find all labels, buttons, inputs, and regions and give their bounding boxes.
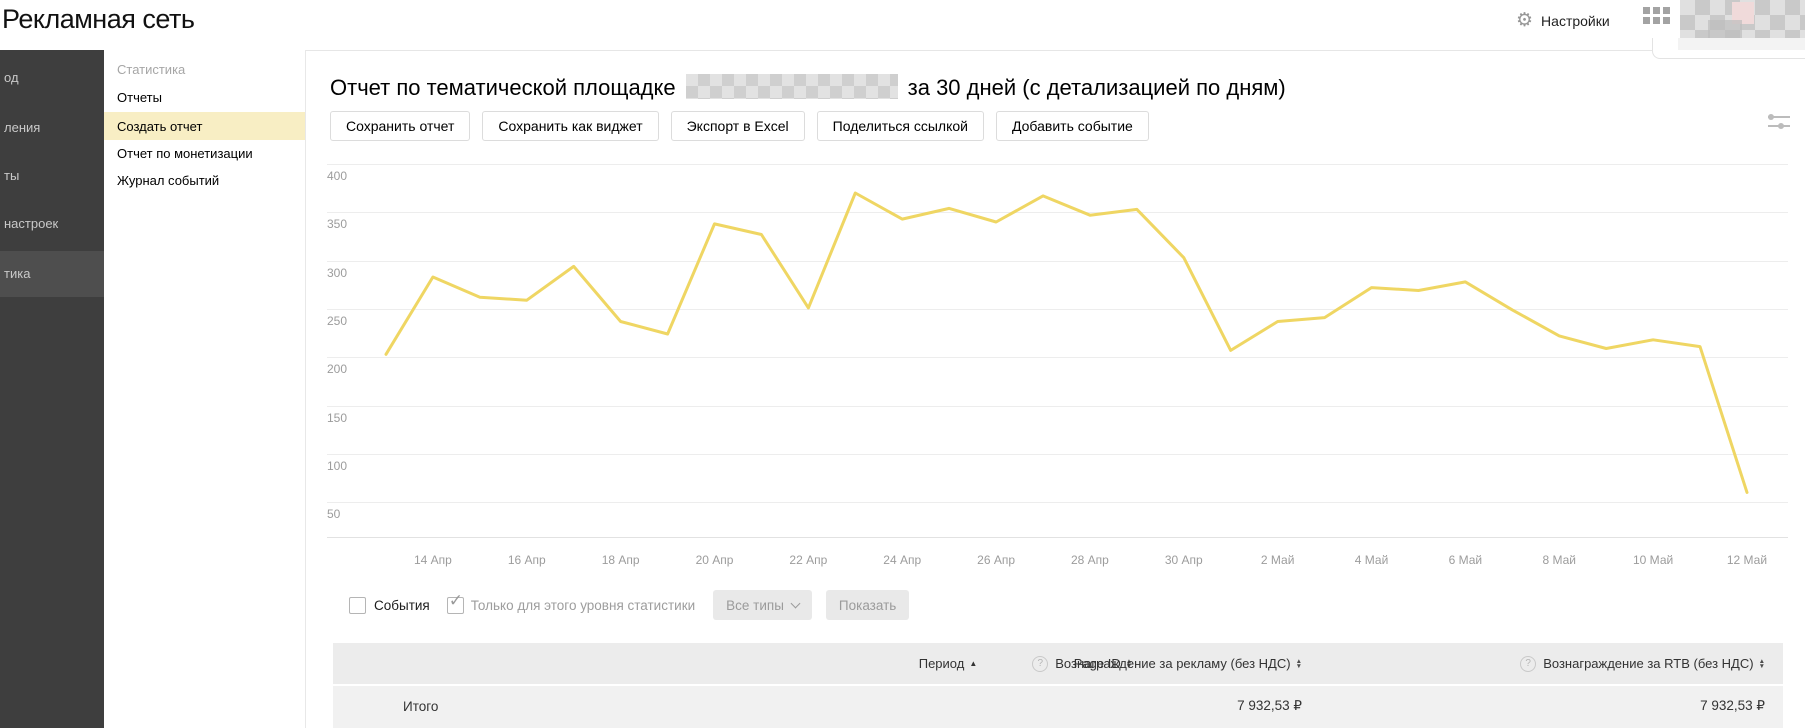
user-menu-popup (1652, 38, 1805, 59)
x-axis-label: 14 Апр (413, 553, 452, 567)
y-axis-label: 350 (327, 217, 348, 232)
submenu-item-1[interactable]: Создать отчет (117, 119, 203, 134)
header-divider (0, 50, 1805, 51)
events-label: События (374, 597, 430, 613)
column-header-0[interactable]: Период ▲ (868, 643, 1028, 684)
y-axis-label: 200 (327, 362, 348, 377)
x-axis-label: 10 Май (1633, 553, 1674, 567)
revenue-chart: 400 350 300 250 200 150 100 50 14 Апр 16 Апр 18 Ап… (327, 150, 1788, 580)
x-axis-label: 6 Май (1448, 553, 1483, 567)
chevron-down-icon (790, 598, 801, 609)
sort-asc-icon: ▲ (969, 659, 978, 668)
x-axis-label: 8 Май (1542, 553, 1576, 567)
y-axis-label: 150 (327, 410, 348, 425)
type-filter-dropdown[interactable]: Все типы (713, 590, 812, 620)
submenu-item-0[interactable]: Отчеты (117, 90, 162, 105)
page-title-suffix: за 30 дней (с детализацией по дням) (907, 75, 1286, 100)
sort-both-icon: ▲ ▼ (1295, 657, 1302, 670)
sidebar-active-highlight (0, 251, 104, 297)
column-header-2[interactable]: ? Вознаграждение за рекламу (без НДС) ▲ ▼ (902, 643, 1302, 684)
grid-line (327, 212, 1788, 214)
x-axis-label: 18 Апр (601, 553, 640, 567)
gear-icon: ⚙ (1516, 9, 1534, 31)
toolbar-button-4[interactable]: Добавить событие (996, 111, 1149, 141)
y-axis-label: 50 (327, 507, 341, 522)
settings-button[interactable]: ⚙ Настройки (1516, 11, 1610, 30)
sort-both-icon: ▲ ▼ (1758, 657, 1765, 670)
x-axis-label: 4 Май (1354, 553, 1389, 567)
column-label: Page ID (1073, 656, 1121, 671)
grid-line (327, 453, 1788, 455)
checkmark-icon: ✓ (448, 590, 463, 611)
primary-sidebar: од ления ты настроек тика (0, 50, 104, 728)
events-checkbox[interactable] (349, 596, 366, 614)
level-checkbox[interactable]: ✓ (446, 591, 464, 614)
page-title-prefix: Отчет по тематической площадке (330, 75, 676, 100)
help-icon[interactable]: ? (1520, 655, 1537, 672)
submenu-active-highlight (104, 112, 305, 140)
redacted-avatar (1732, 2, 1754, 24)
toolbar-button-0[interactable]: Сохранить отчет (330, 111, 471, 141)
submenu-item-2[interactable]: Отчет по монетизации (117, 146, 253, 161)
x-axis-label: 2 Май (1260, 553, 1295, 567)
grid-line (327, 357, 1788, 359)
x-axis-label: 26 Апр (977, 553, 1015, 567)
total-ad-revenue: 7 932,53 ₽ (1237, 698, 1302, 713)
total-label: Итого (403, 698, 439, 714)
toolbar-button-2[interactable]: Экспорт в Excel (670, 111, 805, 141)
total-row: Итого 7 932,53 ₽ 7 932,53 ₽ (333, 686, 1783, 728)
toolbar-button-1[interactable]: Сохранить как виджет (482, 111, 659, 141)
x-axis-label: 30 Апр (1164, 553, 1203, 567)
grid-line (327, 502, 1788, 504)
submenu-section-title: Статистика (117, 62, 186, 77)
grid-line (327, 164, 1788, 165)
site-name-redacted (685, 74, 898, 99)
column-label: Вознаграждение за рекламу (без НДС) (1055, 656, 1291, 671)
x-axis-label: 20 Апр (695, 553, 734, 567)
toolbar-button-3[interactable]: Поделиться ссылкой (816, 111, 984, 141)
settings-label: Настройки (1541, 12, 1610, 29)
page-title: Отчет по тематической площадке за 30 дней… (330, 74, 1286, 101)
help-icon[interactable]: ? (1032, 655, 1049, 672)
x-axis-label: 16 Апр (507, 553, 546, 567)
sidebar-item-3[interactable]: настроек (4, 216, 59, 231)
sidebar-item-2[interactable]: ты (4, 168, 20, 183)
x-axis-label: 24 Апр (883, 553, 922, 567)
chart-settings-sliders-icon[interactable] (1768, 112, 1790, 130)
grid-line (327, 260, 1788, 262)
x-axis-label: 22 Апр (789, 553, 828, 567)
toolbar: Сохранить отчет Сохранить как виджет Экспо… (330, 111, 1149, 141)
y-axis-label: 250 (327, 313, 348, 328)
sidebar-item-4[interactable]: тика (4, 266, 31, 281)
user-account-redacted[interactable] (1680, 0, 1805, 40)
stats-submenu: Статистика Отчеты Создать отчет Отчет по м… (104, 50, 306, 728)
apps-grid-icon[interactable] (1643, 7, 1671, 25)
column-header-3[interactable]: ? Вознаграждение за RTB (без НДС) ▲ ▼ (1365, 643, 1765, 684)
sidebar-item-1[interactable]: ления (4, 120, 41, 135)
app-title: Рекламная сеть (2, 4, 195, 34)
y-axis-label: 100 (327, 458, 348, 473)
x-axis-label: 28 Апр (1071, 553, 1109, 567)
table-header: Период ▲ Page ID ▲ ▼? Вознаграждение за рекла… (333, 643, 1783, 684)
sidebar-item-0[interactable]: од (4, 70, 19, 85)
x-axis-line (327, 537, 1788, 538)
y-axis-label: 400 (327, 169, 348, 183)
show-button[interactable]: Показать (825, 590, 910, 620)
events-bar: События ✓ Только для этого уровня статис… (349, 590, 910, 620)
level-label: Только для этого уровня статистики (470, 597, 696, 613)
sort-both-icon: ▲ ▼ (1125, 657, 1133, 670)
report-table: Период ▲ Page ID ▲ ▼? Вознаграждение за рекла… (333, 643, 1783, 728)
column-header-1[interactable]: Page ID ▲ ▼ (1023, 643, 1183, 684)
grid-line (327, 405, 1788, 407)
grid-line (327, 308, 1788, 310)
column-label: Вознаграждение за RTB (без НДС) (1543, 656, 1754, 671)
column-label: Период (918, 656, 965, 671)
y-axis-label: 300 (327, 265, 348, 280)
x-axis-label: 12 Май (1726, 553, 1768, 567)
submenu-item-3[interactable]: Журнал событий (117, 173, 220, 188)
total-rtb-revenue: 7 932,53 ₽ (1700, 698, 1765, 713)
